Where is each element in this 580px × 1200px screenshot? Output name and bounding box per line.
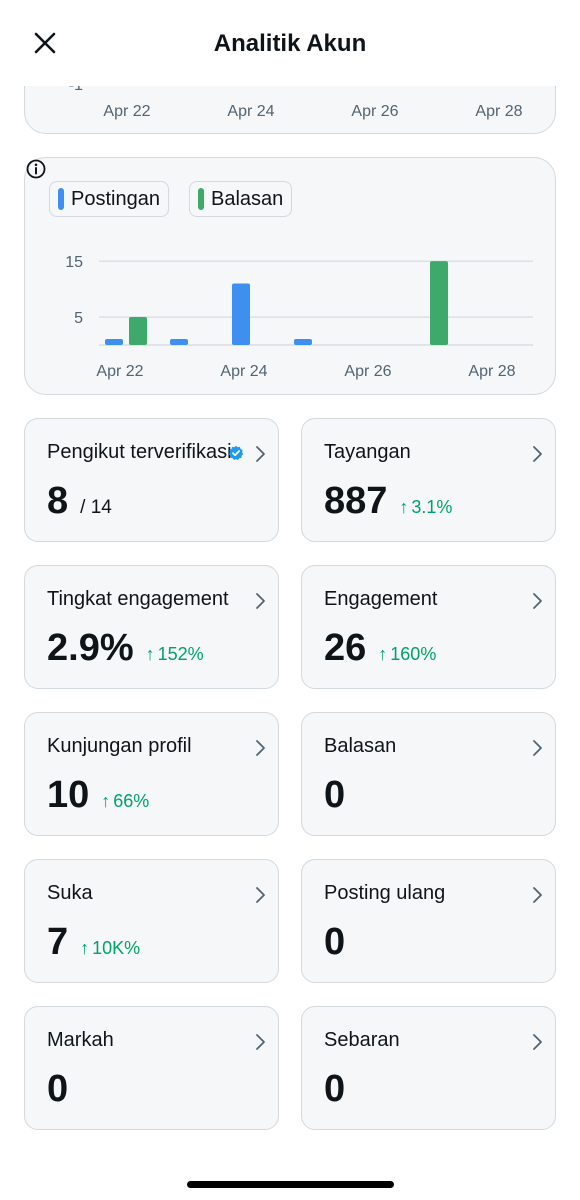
metric-delta-value: 10K% [92, 938, 141, 958]
metric-value: 0 [324, 774, 346, 816]
chevron-right-icon [256, 1034, 265, 1050]
metric-card[interactable]: Tingkat engagement 2.9% ↑ 152% [24, 565, 279, 689]
metric-value: 0 [324, 1068, 346, 1110]
metric-delta-value: 66% [113, 791, 150, 811]
metric-card[interactable]: Kunjungan profil 10 ↑ 66% [24, 712, 279, 836]
metric-value-row: 26 ↑ 160% [324, 627, 436, 670]
legend-postingan[interactable]: Postingan [49, 181, 169, 217]
metric-value-row: 887 ↑ 3.1% [324, 480, 452, 523]
posts-replies-chart-panel: 15 5 Apr 22 Apr 24 Apr 26 Apr 28 Postingan Ba… [24, 157, 556, 395]
metric-label: Sebaran [324, 1029, 400, 1051]
metric-card[interactable]: Pengikut terverifikasi 8 / 14 [24, 418, 279, 542]
metric-label: Posting ulang [324, 882, 446, 904]
legend-swatch-balasan [198, 188, 204, 210]
metric-delta-value: 160% [390, 644, 437, 664]
posts-replies-chart: 15 5 Apr 22 Apr 24 Apr 26 Apr 28 [65, 254, 533, 380]
home-indicator [187, 1181, 394, 1188]
metric-card[interactable]: Engagement 26 ↑ 160% [301, 565, 556, 689]
close-icon[interactable] [30, 28, 60, 58]
metric-label: Markah [47, 1029, 114, 1051]
metric-value: 26 [324, 627, 367, 669]
metric-label: Tayangan [324, 441, 411, 463]
chevron-right-icon [256, 887, 265, 903]
legend-balasan[interactable]: Balasan [189, 181, 293, 217]
chevron-right-icon [256, 740, 265, 756]
chart-bar-postingan[interactable] [232, 283, 250, 345]
chart-bar-balasan[interactable] [129, 317, 147, 345]
metric-delta: ↑ 3.1% [399, 497, 452, 518]
info-icon[interactable] [25, 158, 47, 180]
metric-value: 10 [47, 774, 90, 816]
chart-bar-postingan[interactable] [105, 339, 123, 345]
chart-x-tick-label: Apr 28 [468, 363, 515, 380]
metric-value: 8 [47, 480, 69, 522]
metric-value-row: 8 / 14 [47, 480, 112, 523]
chart-x-tick-label: Apr 24 [220, 363, 267, 380]
chart-bar-postingan[interactable] [294, 339, 312, 345]
top-chart-x-tick: Apr 26 [351, 103, 398, 120]
metric-card[interactable]: Tayangan 887 ↑ 3.1% [301, 418, 556, 542]
legend-swatch-postingan [58, 188, 64, 210]
top-bar: Analitik Akun [0, 0, 580, 86]
metric-value: 0 [324, 921, 346, 963]
chevron-right-icon [533, 740, 542, 756]
chevron-right-icon [256, 446, 265, 462]
metric-value-row: 0 [47, 1068, 68, 1111]
page-title: Analitik Akun [213, 30, 367, 57]
arrow-up-icon: ↑ [399, 497, 409, 517]
metric-value-row: 10 ↑ 66% [47, 774, 149, 817]
chevron-right-icon [533, 446, 542, 462]
chevron-right-icon [533, 593, 542, 609]
metric-delta-value: 3.1% [411, 497, 453, 517]
metric-label: Kunjungan profil [47, 735, 192, 757]
chart-bar-postingan[interactable] [170, 339, 188, 345]
chart-x-tick-label: Apr 22 [96, 363, 143, 380]
metric-value-row: 2.9% ↑ 152% [47, 627, 204, 670]
metric-value-row: 0 [324, 921, 345, 964]
metric-delta-value: 152% [157, 644, 204, 664]
metric-value: 887 [324, 480, 388, 522]
arrow-up-icon: ↑ [378, 644, 388, 664]
metric-label: Balasan [324, 735, 397, 757]
metric-value: 2.9% [47, 627, 134, 669]
verified-badge-icon [228, 445, 244, 460]
metric-card[interactable]: Balasan 0 [301, 712, 556, 836]
arrow-up-icon: ↑ [101, 791, 111, 811]
chart-bar-balasan[interactable] [430, 261, 448, 345]
metric-delta: ↑ 10K% [80, 938, 140, 959]
chevron-right-icon [533, 1034, 542, 1050]
chart-y-tick-label: 5 [74, 310, 83, 327]
metric-value: 0 [47, 1068, 69, 1110]
metric-label: Tingkat engagement [47, 588, 229, 610]
metric-delta: ↑ 66% [101, 791, 149, 812]
chevron-right-icon [256, 593, 265, 609]
metric-card[interactable]: Sebaran 0 [301, 1006, 556, 1130]
metric-card[interactable]: Markah 0 [24, 1006, 279, 1130]
top-chart-x-tick: Apr 24 [227, 103, 274, 120]
metric-delta: ↑ 160% [378, 644, 436, 665]
metric-card[interactable]: Suka 7 ↑ 10K% [24, 859, 279, 983]
metric-value-row: 0 [324, 774, 345, 817]
arrow-up-icon: ↑ [80, 938, 90, 958]
metric-label: Suka [47, 882, 93, 904]
legend-label-postingan: Postingan [71, 187, 160, 210]
arrow-up-icon: ↑ [145, 644, 155, 664]
metric-label: Pengikut terverifikasi [47, 441, 232, 463]
legend-label-balasan: Balasan [211, 187, 284, 210]
metric-total: / 14 [80, 497, 112, 518]
metric-value-row: 7 ↑ 10K% [47, 921, 140, 964]
metric-value-row: 0 [324, 1068, 345, 1111]
chevron-right-icon [533, 887, 542, 903]
chart-y-tick-label: 15 [65, 254, 83, 271]
metric-delta: ↑ 152% [146, 644, 204, 665]
metric-label: Engagement [324, 588, 438, 610]
top-chart-x-tick: Apr 22 [103, 103, 150, 120]
chart-x-tick-label: Apr 26 [344, 363, 391, 380]
metric-value: 7 [47, 921, 69, 963]
top-chart-x-tick: Apr 28 [475, 103, 522, 120]
metric-card[interactable]: Posting ulang 0 [301, 859, 556, 983]
